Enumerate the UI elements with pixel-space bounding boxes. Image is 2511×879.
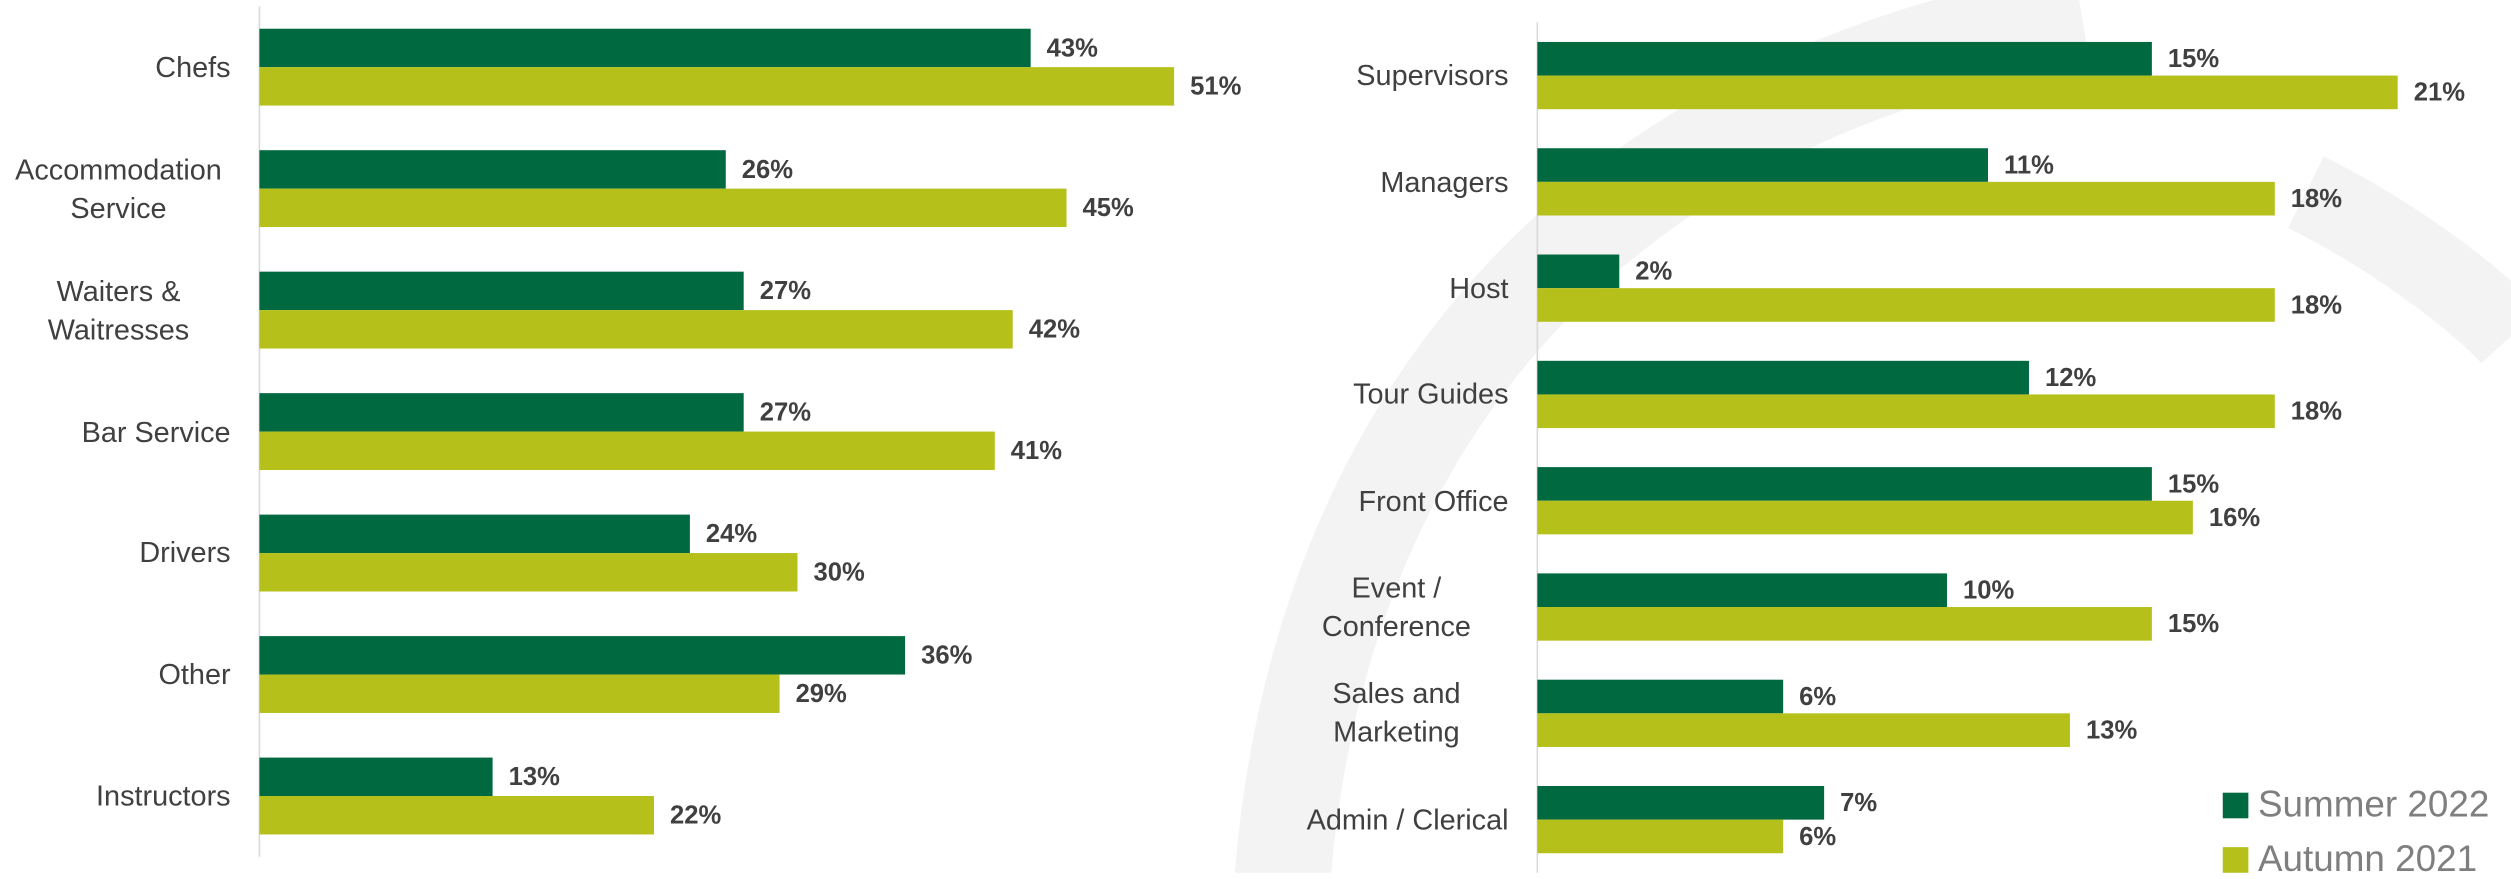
value-label: 15% bbox=[2168, 610, 2219, 638]
bar bbox=[1537, 75, 2398, 110]
legend-label: Summer 2022 bbox=[2257, 783, 2490, 825]
value-label: 13% bbox=[509, 763, 560, 791]
bar bbox=[1537, 500, 2193, 535]
bar bbox=[1537, 467, 2152, 501]
value-label: 18% bbox=[2291, 291, 2342, 319]
bar bbox=[1537, 181, 2275, 216]
category-label: Instructors bbox=[96, 779, 231, 813]
value-label: 26% bbox=[742, 156, 793, 184]
bar bbox=[259, 67, 1175, 106]
value-label: 42% bbox=[1029, 316, 1080, 344]
legend-swatch bbox=[2222, 847, 2249, 873]
bar bbox=[1537, 254, 1620, 289]
legend-entry: Summer 2022 bbox=[2222, 783, 2490, 825]
bar bbox=[259, 271, 744, 311]
value-label: 13% bbox=[2086, 717, 2137, 745]
category-label: Accommodation Service bbox=[15, 153, 222, 224]
legend-label: Autumn 2021 bbox=[2257, 837, 2478, 879]
bar bbox=[259, 188, 1067, 228]
value-label: 30% bbox=[814, 559, 865, 587]
value-label: 7% bbox=[1840, 789, 1877, 817]
category-label: Drivers bbox=[139, 537, 231, 570]
category-label: Supervisors bbox=[1356, 59, 1509, 92]
legend-entry: Autumn 2021 bbox=[2222, 837, 2478, 879]
category-label: Chefs bbox=[155, 51, 231, 84]
value-label: 36% bbox=[921, 642, 972, 670]
value-label: 15% bbox=[2168, 470, 2219, 498]
value-label: 51% bbox=[1190, 73, 1241, 101]
value-label: 15% bbox=[2168, 45, 2219, 73]
value-label: 24% bbox=[706, 520, 757, 548]
category-label: Sales and Marketing bbox=[1332, 678, 1461, 749]
bar bbox=[259, 553, 798, 592]
category-label: Tour Guides bbox=[1353, 378, 1509, 411]
bar bbox=[1537, 713, 2070, 747]
value-label: 27% bbox=[760, 399, 811, 427]
value-label: 10% bbox=[1963, 577, 2014, 605]
value-label: 27% bbox=[760, 277, 811, 305]
category-label: Front Office bbox=[1358, 484, 1509, 517]
bar bbox=[1537, 819, 1784, 854]
legend-swatch bbox=[2222, 792, 2249, 819]
bar bbox=[259, 431, 995, 471]
category-label: Admin / Clerical bbox=[1306, 803, 1509, 836]
category-label: Managers bbox=[1380, 165, 1509, 198]
category-label: Event / Conference bbox=[1321, 571, 1471, 643]
bar bbox=[259, 674, 780, 713]
value-label: 6% bbox=[1799, 683, 1836, 711]
bar bbox=[259, 757, 493, 797]
bar bbox=[1537, 360, 2029, 395]
bar bbox=[1537, 148, 1989, 182]
value-label: 6% bbox=[1799, 823, 1836, 851]
value-label: 43% bbox=[1047, 34, 1098, 62]
bar bbox=[259, 796, 655, 835]
bar bbox=[1537, 41, 2152, 76]
value-label: 18% bbox=[2291, 398, 2342, 426]
bar bbox=[259, 393, 744, 432]
category-label: Other bbox=[158, 658, 231, 691]
value-label: 16% bbox=[2209, 504, 2260, 532]
value-label: 22% bbox=[670, 802, 721, 830]
value-label: 18% bbox=[2291, 185, 2342, 213]
bar bbox=[1537, 394, 2275, 429]
bar bbox=[259, 28, 1031, 68]
bar bbox=[259, 310, 1013, 349]
bar bbox=[259, 636, 906, 675]
bar bbox=[1537, 288, 2275, 322]
category-label: Bar Service bbox=[81, 415, 231, 448]
value-label: 45% bbox=[1083, 194, 1134, 222]
category-label: Host bbox=[1449, 272, 1509, 305]
value-label: 41% bbox=[1011, 437, 1062, 465]
value-label: 2% bbox=[1635, 258, 1672, 286]
bar bbox=[1537, 573, 1948, 608]
value-label: 11% bbox=[2004, 151, 2054, 179]
value-label: 12% bbox=[2045, 364, 2096, 392]
value-label: 29% bbox=[796, 680, 847, 708]
bar bbox=[1537, 679, 1784, 714]
bar bbox=[1537, 785, 1825, 820]
bar bbox=[259, 514, 690, 554]
value-label: 21% bbox=[2414, 79, 2465, 107]
category-label: Waiters & Waitresses bbox=[47, 274, 190, 346]
bar bbox=[1537, 607, 2152, 641]
bar bbox=[259, 150, 726, 189]
